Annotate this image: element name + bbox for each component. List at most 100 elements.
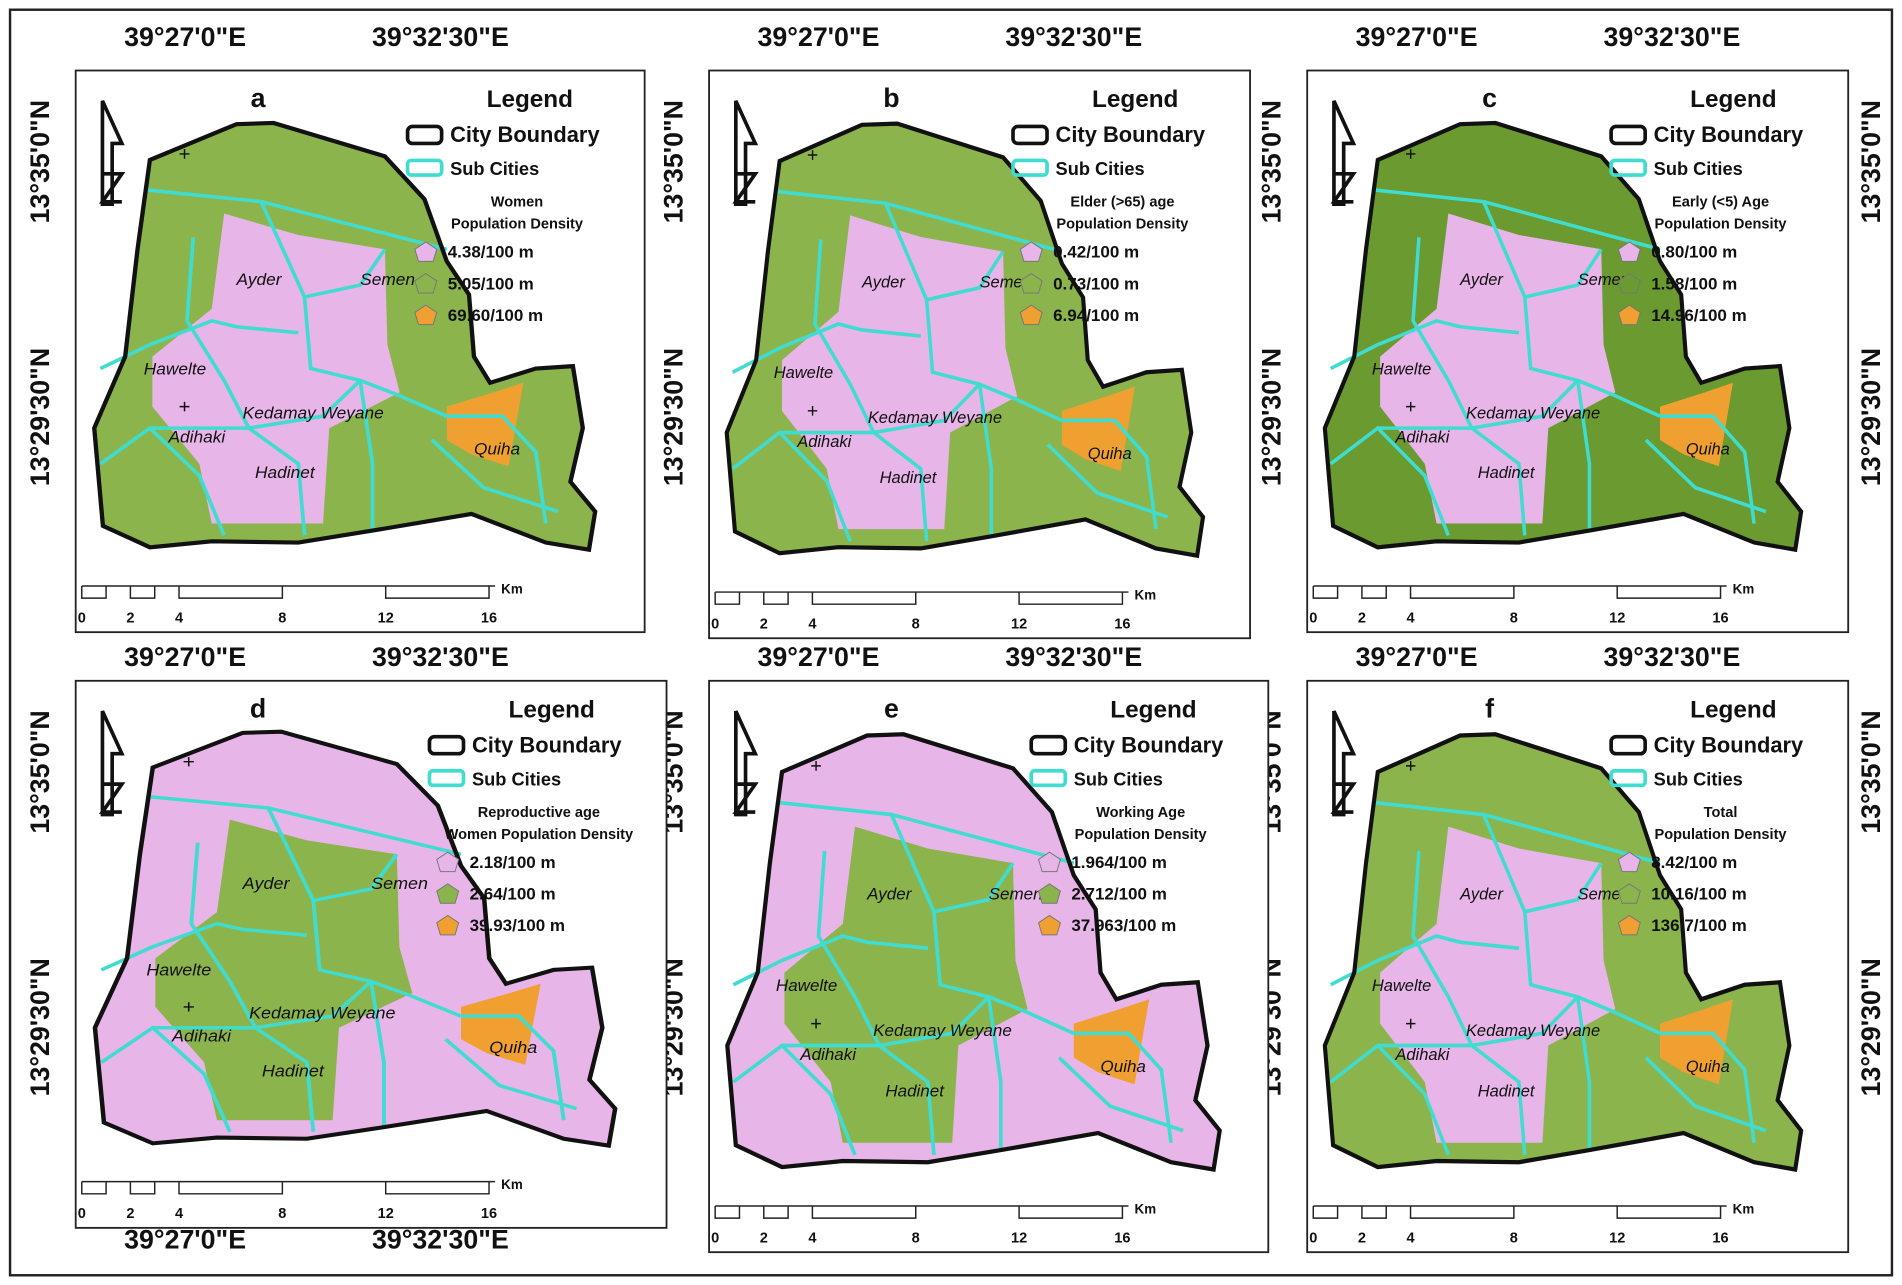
scale-label: 12 xyxy=(378,1206,394,1222)
class-swatch xyxy=(1019,272,1043,294)
city-boundary xyxy=(1322,732,1804,1172)
sub-city-line xyxy=(369,981,386,1127)
latitude-label: 13°29'30"N xyxy=(25,958,55,1096)
sub-city-line xyxy=(259,200,387,300)
grid-cross xyxy=(807,406,818,416)
class-swatch xyxy=(1617,883,1641,904)
sub-city-line xyxy=(1660,1031,1756,1144)
class-label: 39.93/100 m xyxy=(470,916,565,935)
longitude-label: 39°27'0"E xyxy=(1356,22,1478,52)
sub-city-label: Hawelte xyxy=(1372,359,1431,378)
class-label: 1.58/100 m xyxy=(1651,274,1737,293)
scale-label: 0 xyxy=(711,617,719,633)
sub-city-line xyxy=(461,1014,566,1121)
scale-bar xyxy=(1312,585,1727,599)
density-title: Elder (>65) age xyxy=(1070,195,1174,211)
scale-label: 12 xyxy=(378,610,394,626)
scale-label: 8 xyxy=(1510,1230,1518,1246)
sub-city-line xyxy=(266,807,399,903)
class-swatch xyxy=(436,851,460,873)
sub-city-line xyxy=(1329,425,1450,537)
sub-city-label: Quiha xyxy=(489,1039,537,1057)
high-density xyxy=(1061,386,1135,472)
legend-sub-cities: Sub Cities xyxy=(1654,158,1743,179)
sub-city-label: Semen xyxy=(980,273,1032,292)
longitude-label: 39°32'30"E xyxy=(372,22,509,52)
scale-label: 8 xyxy=(278,610,286,626)
legend-sub-cities: Sub Cities xyxy=(1056,158,1145,179)
sub-city-line xyxy=(1057,1056,1184,1133)
scale-label: 2 xyxy=(126,1206,134,1222)
city-boundary xyxy=(1322,120,1804,553)
sub-city-swatch xyxy=(1609,158,1647,177)
sub-city-line xyxy=(1644,1056,1767,1133)
sub-city-label: Kedamay Weyane xyxy=(249,1004,395,1022)
sub-city-label: Quiha xyxy=(1101,1057,1146,1076)
panel-letter: f xyxy=(1485,693,1494,723)
grid-cross xyxy=(1405,149,1416,159)
legend-boundary: City Boundary xyxy=(450,122,600,147)
grid-cross xyxy=(811,1018,821,1029)
class-swatch xyxy=(1019,241,1043,262)
scale-label: 2 xyxy=(1358,610,1366,626)
north-arrow xyxy=(732,100,759,207)
sub-city-label: Kedamay Weyane xyxy=(243,404,384,423)
grid-cross xyxy=(183,757,194,767)
sub-city-line xyxy=(1371,187,1661,252)
density-title: Population Density xyxy=(1056,217,1189,233)
class-swatch xyxy=(1617,241,1641,262)
boundary-swatch xyxy=(1029,734,1068,756)
map: Ayder Semen Hawelte Kedamay Weyane Adihaki Ha… xyxy=(92,120,598,553)
sub-city-line xyxy=(731,322,921,374)
north-arrow xyxy=(98,710,126,817)
legend-title: Legend xyxy=(1690,696,1776,723)
sub-city-line xyxy=(248,379,362,430)
legend-boundary: City Boundary xyxy=(1074,733,1224,758)
class-swatch xyxy=(1617,851,1641,873)
north-arrow xyxy=(732,710,759,817)
class-label: 10.16/100 m xyxy=(1651,885,1746,904)
panel-letter: e xyxy=(884,693,899,723)
class-swatch xyxy=(436,883,460,904)
scale-label: 16 xyxy=(481,1206,497,1222)
sub-city-line xyxy=(883,202,1005,302)
sub-city-swatch xyxy=(1011,158,1049,177)
panel-letter: b xyxy=(883,83,899,113)
grid-cross xyxy=(807,150,818,160)
latitude-label: 13°35'0"N xyxy=(1256,100,1286,223)
longitude-label: 39°32'30"E xyxy=(1604,642,1741,672)
class-swatch xyxy=(1617,914,1641,936)
latitude-label: 13°35'0"N xyxy=(1856,710,1886,833)
class-label: 37.963/100 m xyxy=(1071,916,1176,935)
scale-bar xyxy=(1312,1205,1727,1219)
legend-title: Legend xyxy=(1110,696,1196,723)
longitude-label: 39°27'0"E xyxy=(124,1225,246,1255)
sub-city-line xyxy=(1046,443,1169,519)
sub-city-line xyxy=(1329,1043,1450,1156)
sub-city-line xyxy=(1575,380,1592,530)
legend-boundary: City Boundary xyxy=(1654,733,1804,758)
scale-label: 0 xyxy=(1309,610,1317,626)
scale-label: 4 xyxy=(1406,610,1415,626)
sub-city-label: Ayder xyxy=(1459,270,1504,289)
legend-boundary: City Boundary xyxy=(1654,122,1804,147)
scale-bar xyxy=(81,1180,496,1195)
sub-city-line xyxy=(873,383,981,435)
class-label: 4.38/100 m xyxy=(448,243,534,262)
sub-city-label: Adihaki xyxy=(796,432,852,451)
scale-label: 16 xyxy=(1114,617,1130,633)
sub-city-label: Hawelte xyxy=(146,961,211,979)
sub-city-line xyxy=(1411,237,1527,536)
boundary-swatch xyxy=(1609,734,1647,756)
density-title: Population Density xyxy=(451,217,584,233)
scale-label: 12 xyxy=(1609,610,1625,626)
sub-city-label: Hawelte xyxy=(144,360,207,379)
scale-label: 16 xyxy=(481,610,497,626)
sub-city-label: Ayder xyxy=(1459,884,1504,903)
scale-bar xyxy=(714,591,1129,605)
sub-city-label: Semen xyxy=(1578,270,1630,289)
scale-label: 4 xyxy=(808,617,817,633)
scale-label: 2 xyxy=(1358,1230,1366,1246)
class-swatch xyxy=(436,914,460,936)
panel-letter: d xyxy=(250,693,266,723)
